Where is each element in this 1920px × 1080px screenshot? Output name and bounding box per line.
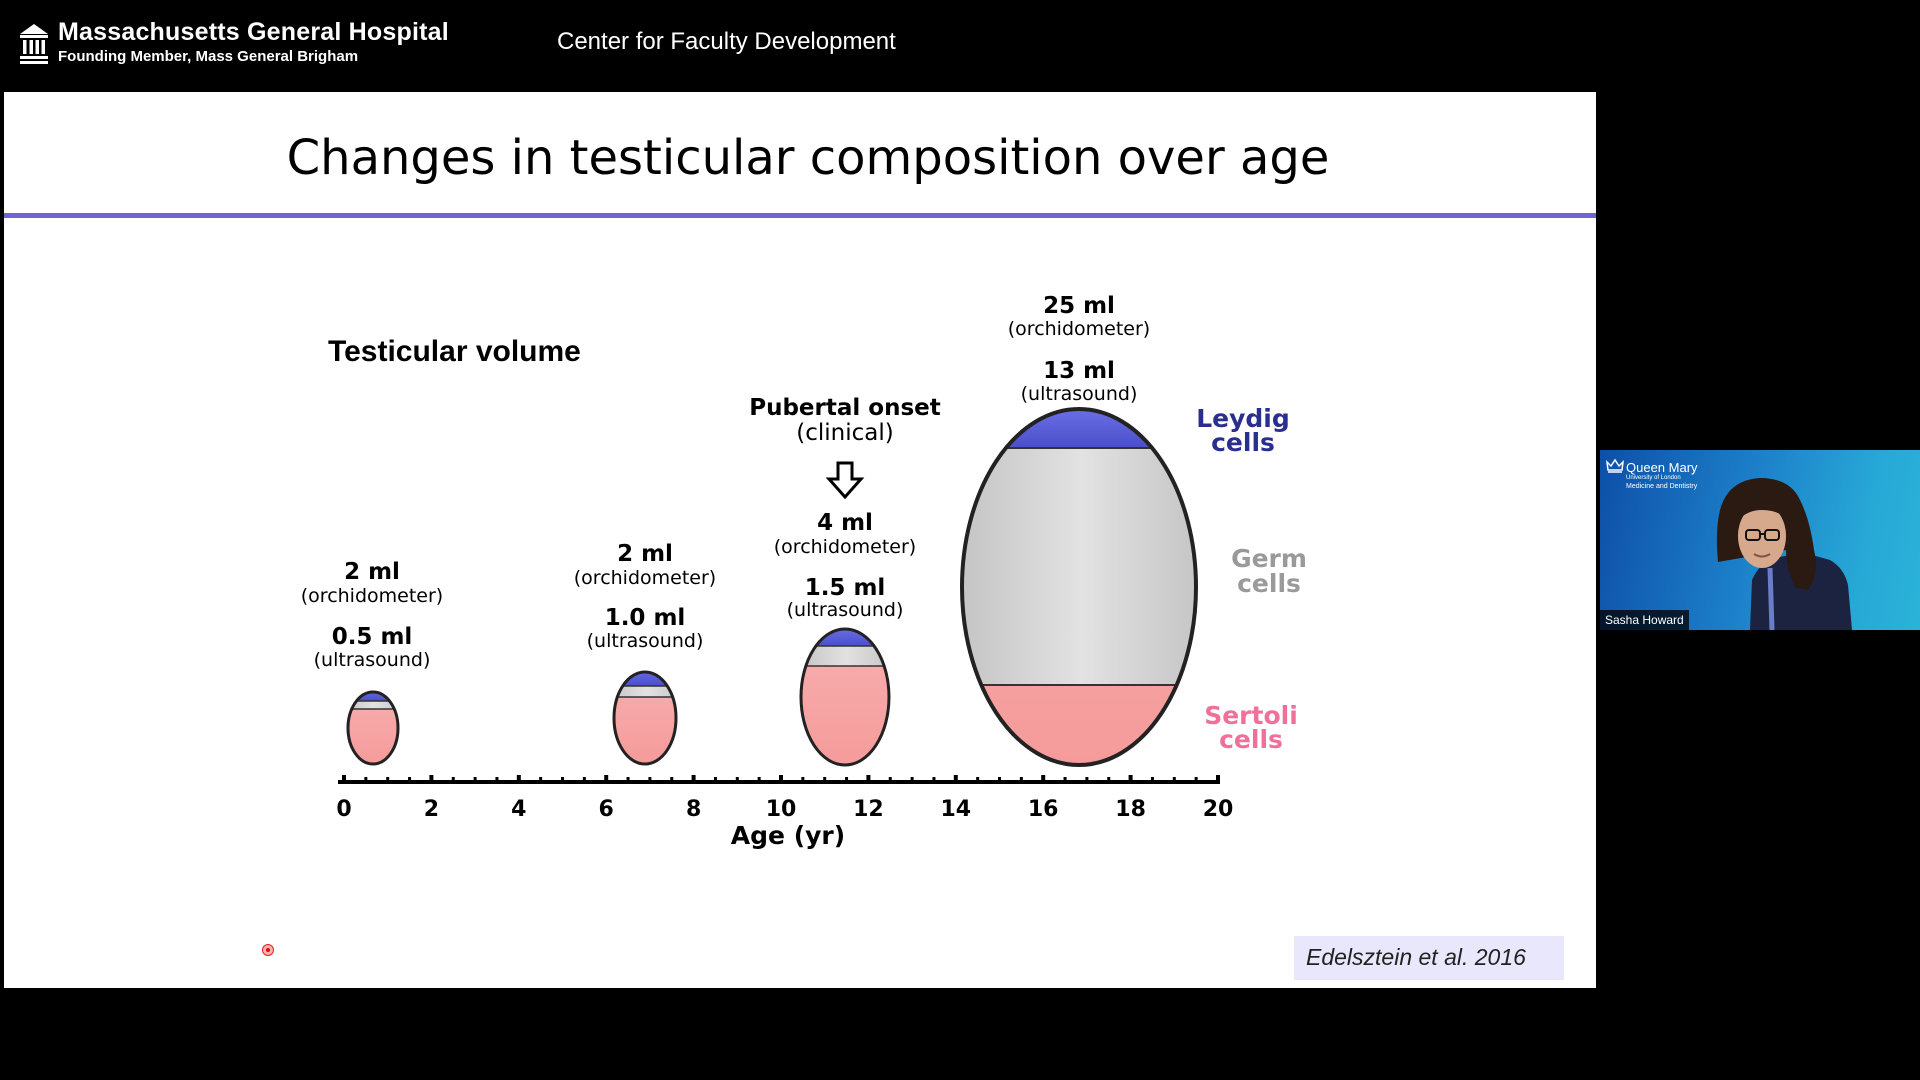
citation-text: Edelsztein et al. 2016	[1306, 944, 1526, 970]
marker4-ultrasound-value: 13 ml	[1043, 358, 1115, 384]
axis-tick-label: 16	[1028, 797, 1059, 822]
marker2-ultrasound-value: 1.0 ml	[605, 605, 686, 631]
organization-subtitle: Founding Member, Mass General Brigham	[58, 48, 359, 65]
axis-tick-label: 4	[511, 797, 526, 822]
axis-tick-label: 14	[940, 797, 971, 822]
axis-tick-label: 6	[599, 797, 614, 822]
laser-pointer	[262, 944, 274, 956]
testicular-volume-diagram: Testicular volume	[301, 293, 1307, 850]
institution-subtitle-2: Medicine and Dentistry	[1626, 483, 1698, 490]
marker4-ultrasound-label: (ultrasound)	[1021, 383, 1138, 405]
axis-tick-label: 12	[853, 797, 884, 822]
crown-icon	[1606, 458, 1624, 473]
marker3-orchidometer-label: (orchidometer)	[774, 536, 916, 558]
hospital-columns-icon	[20, 24, 48, 64]
institution-subtitle-1: University of London	[1626, 475, 1681, 481]
axis-tick-label: 2	[424, 797, 439, 822]
marker1-orchidometer-value: 2 ml	[344, 559, 400, 585]
legend-germ-line2: cells	[1237, 569, 1301, 598]
legend-sertoli-line1: Sertoli	[1204, 701, 1298, 730]
axis-tick-label: 0	[336, 797, 351, 822]
legend-leydig-line1: Leydig	[1196, 404, 1290, 433]
title-divider	[4, 213, 1596, 218]
diagram-heading: Testicular volume	[328, 335, 581, 368]
center-title: Center for Faculty Development	[557, 28, 896, 55]
slide-title: Changes in testicular composition over a…	[286, 130, 1330, 186]
down-arrow-icon	[825, 461, 865, 500]
testis-age-17	[960, 407, 1198, 767]
institution-name: Queen Mary	[1626, 460, 1698, 475]
marker2-orchidometer-value: 2 ml	[617, 541, 673, 567]
organization-name: Massachusetts General Hospital	[58, 18, 449, 46]
marker1-orchidometer-label: (orchidometer)	[301, 585, 443, 607]
marker1-ultrasound-label: (ultrasound)	[314, 649, 431, 671]
marker4-orchidometer-label: (orchidometer)	[1008, 318, 1150, 340]
citation-box: Edelsztein et al. 2016	[1294, 936, 1564, 980]
legend-leydig-line2: cells	[1211, 428, 1275, 457]
legend-germ-line1: Germ	[1231, 544, 1307, 573]
marker3-ultrasound-label: (ultrasound)	[787, 599, 904, 621]
participant-video-tile[interactable]: Queen Mary University of London Medicine…	[1600, 450, 1920, 630]
pubertal-onset-sublabel: (clinical)	[796, 420, 893, 446]
marker2-orchidometer-label: (orchidometer)	[574, 567, 716, 589]
header-bar: Massachusetts General Hospital Founding …	[0, 0, 1920, 92]
age-axis: 0 2 4 6 8 10 12 14 16 18 20	[336, 775, 1233, 822]
participant-figure	[1716, 478, 1852, 630]
axis-tick-label: 20	[1203, 797, 1234, 822]
pubertal-onset-label: Pubertal onset	[749, 395, 941, 421]
testis-age-1	[346, 690, 400, 766]
marker4-orchidometer-value: 25 ml	[1043, 293, 1115, 319]
axis-tick-label: 10	[766, 797, 797, 822]
participant-name: Sasha Howard	[1600, 610, 1689, 630]
testis-age-7	[612, 670, 678, 766]
marker1-ultrasound-value: 0.5 ml	[332, 624, 413, 650]
legend-sertoli-line2: cells	[1219, 725, 1283, 754]
axis-label: Age (yr)	[731, 821, 845, 850]
testis-age-11	[799, 627, 891, 767]
axis-tick-label: 18	[1115, 797, 1146, 822]
marker3-orchidometer-value: 4 ml	[817, 510, 873, 536]
marker2-ultrasound-label: (ultrasound)	[587, 630, 704, 652]
marker3-ultrasound-value: 1.5 ml	[805, 575, 886, 601]
presentation-slide: Changes in testicular composition over a…	[4, 92, 1596, 988]
axis-tick-label: 8	[686, 797, 701, 822]
